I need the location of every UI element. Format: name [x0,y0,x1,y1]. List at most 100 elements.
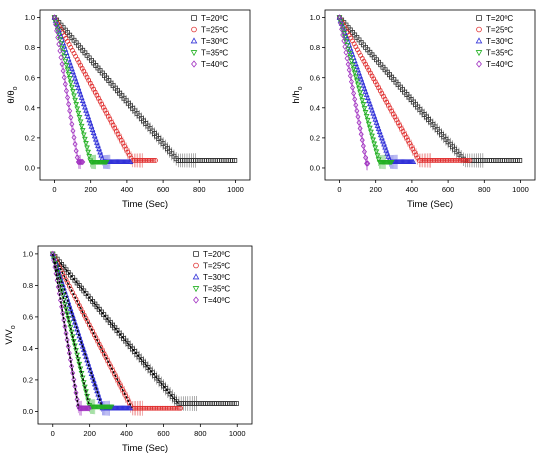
data-point [338,20,344,27]
legend-label: T=30ºC [486,37,513,46]
x-tick-label: 800 [193,185,206,194]
data-point [428,158,434,163]
data-point [96,306,102,312]
data-point [444,158,450,163]
data-point [173,405,179,411]
data-point [72,141,78,148]
data-point [178,405,184,411]
data-point [347,45,354,51]
data-point [352,96,358,103]
data-point [353,101,359,109]
data-point [75,42,81,48]
series-1 [52,15,238,168]
data-point [357,125,363,132]
legend-marker [191,60,197,68]
data-point [350,84,356,91]
data-point [127,158,134,164]
y-axis-label: h/ho [291,86,304,103]
data-point [70,369,76,377]
h-chart: 0 200 400 600 800 1000 0.0 0.2 0.4 0.6 0.8 1.0 Time … [291,9,536,210]
data-point [360,42,366,48]
series-1 [50,251,239,412]
y-tick-label: 0.0 [310,164,320,173]
data-point [63,49,70,55]
data-point [65,30,70,36]
legend-label: T=30ºC [203,273,230,282]
x-tick-label: 0 [52,185,56,194]
series-4 [336,15,395,170]
data-point [365,47,371,53]
data-point [86,405,92,412]
data-point [346,66,352,74]
x-tick-label: 400 [121,185,134,194]
data-point [51,14,57,21]
legend-marker [190,37,198,44]
legend-marker [191,26,197,33]
data-point [146,405,152,411]
fit-line [52,253,104,409]
series-5 [51,14,86,170]
data-point [79,158,85,166]
legend-marker [193,296,199,304]
data-point [135,158,140,163]
volume-chart: 0 200 400 600 800 1000 0.0 0.2 0.4 0.6 0.8 1.0 Time … [4,245,253,454]
x-axis-label: Time (Sec) [122,199,168,210]
data-point [163,386,169,391]
data-point [131,405,137,411]
data-point [345,47,352,53]
x-tick-label: 600 [442,185,455,194]
data-point [153,158,158,163]
data-point [151,405,157,411]
legend-marker [475,50,483,57]
series-5 [50,250,92,416]
plot-frame [37,245,253,425]
data-point [364,160,370,167]
legend-marker [476,26,482,33]
data-point [149,405,155,411]
data-point [359,136,365,144]
data-point [71,37,77,43]
data-point [371,54,377,60]
data-point [52,263,58,271]
data-point [51,15,58,21]
legend-label: T=25ºC [203,262,230,271]
data-point [131,158,137,163]
legend-marker [190,50,198,57]
legend-label: T=40ºC [203,296,230,305]
data-point [151,158,157,163]
data-point [136,158,142,163]
data-point [361,148,367,155]
data-point [447,158,453,163]
legend-marker [192,273,200,280]
data-point [441,158,447,163]
data-point [342,29,348,35]
data-point [174,405,180,411]
data-point [67,107,73,114]
y-tick-label: 0.0 [25,164,35,173]
x-tick-label: 600 [157,185,170,194]
legend-label: T=20ºC [203,250,230,259]
data-point [356,119,362,126]
legend-label: T=20ºC [486,14,513,23]
data-point [344,55,350,62]
data-point [355,113,361,120]
y-tick-label: 0.2 [310,133,320,142]
data-point [68,114,74,121]
data-point [429,158,435,163]
data-point [434,158,440,163]
legend-label: T=40ºC [201,60,228,69]
legend-label: T=35ºC [201,49,228,58]
data-point [347,72,353,80]
data-point [78,45,83,51]
data-point [446,158,452,163]
data-point [158,405,164,411]
data-point [352,32,358,38]
data-point [348,78,354,85]
fit-line [52,253,133,409]
data-point [467,158,473,163]
legend-marker [476,60,482,68]
x-tick-label: 200 [83,429,96,438]
data-point [166,405,172,411]
data-point [140,405,145,411]
data-point [163,405,169,411]
